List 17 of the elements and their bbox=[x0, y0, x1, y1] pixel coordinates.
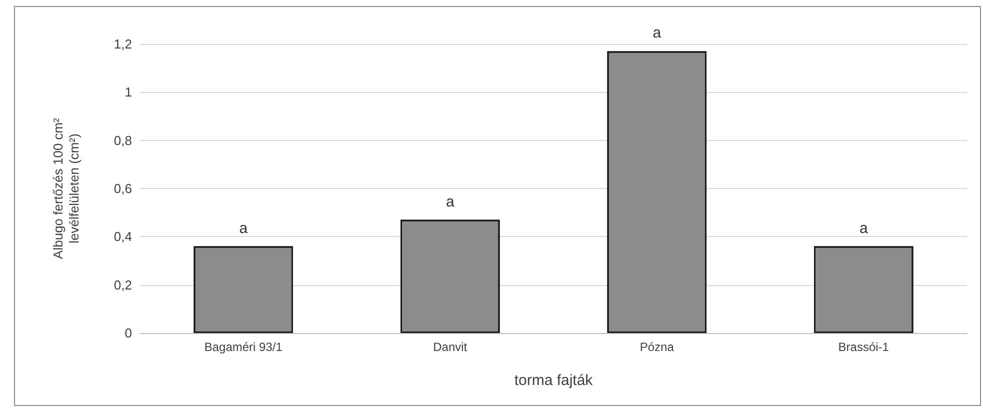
annotation: a bbox=[652, 24, 662, 42]
y-tick-label: 1,2 bbox=[114, 36, 132, 52]
y-tick-label: 1 bbox=[124, 84, 132, 100]
x-axis-title: torma fajták bbox=[514, 372, 594, 389]
x-tick-label: Pózna bbox=[640, 340, 674, 354]
annotation: a bbox=[859, 220, 868, 237]
y-axis-title: Albugo fertőzés 100 cm² levélfelületen (cm²) bbox=[50, 117, 82, 259]
x-tick-label: Danvit bbox=[433, 340, 468, 354]
x-tick-label: Brassói-1 bbox=[838, 340, 890, 354]
y-tick-label: 0,4 bbox=[114, 229, 132, 244]
y-tick-label: 0,2 bbox=[114, 277, 132, 292]
annotation: a bbox=[239, 220, 248, 237]
x-tick-label: Bagaméri 93/1 bbox=[204, 340, 283, 354]
y-tick-label: 0 bbox=[124, 326, 132, 340]
y-tick-label: 0,6 bbox=[114, 181, 132, 196]
y-tick-label: 0,8 bbox=[114, 132, 132, 148]
annotation: a bbox=[446, 193, 455, 210]
